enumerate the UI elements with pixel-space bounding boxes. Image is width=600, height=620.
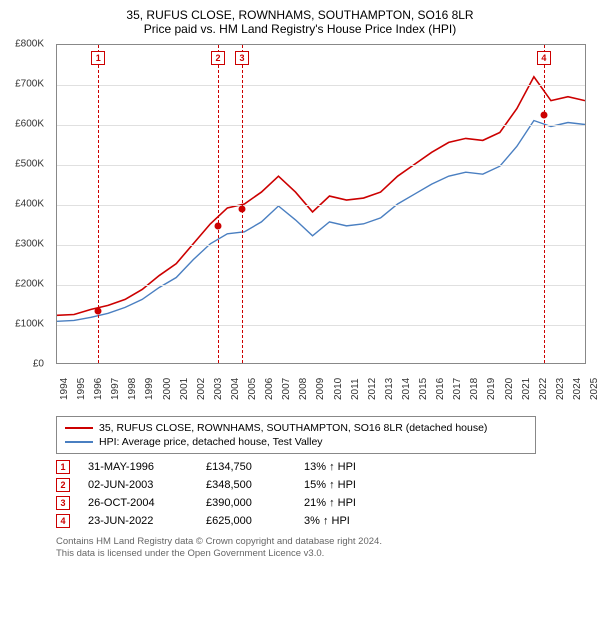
event-date: 31-MAY-1996 <box>88 461 188 473</box>
gridline-h <box>57 205 585 206</box>
event-num-box: 1 <box>56 460 70 474</box>
event-row: 1 31-MAY-1996 £134,750 13% ↑ HPI <box>56 458 592 476</box>
event-price: £625,000 <box>206 515 286 527</box>
x-tick-label: 2007 <box>281 378 292 400</box>
x-tick-label: 1994 <box>59 378 70 400</box>
event-price: £134,750 <box>206 461 286 473</box>
y-tick-label: £400K <box>15 199 44 210</box>
gridline-h <box>57 245 585 246</box>
x-tick-label: 2003 <box>213 378 224 400</box>
x-tick-label: 2011 <box>350 378 361 400</box>
x-tick-label: 2004 <box>230 378 241 400</box>
x-tick-label: 2010 <box>333 378 344 400</box>
event-point <box>540 112 547 119</box>
plot-area: 1 23 4 <box>56 44 586 364</box>
y-tick-label: £500K <box>15 159 44 170</box>
event-row: 4 23-JUN-2022 £625,000 3% ↑ HPI <box>56 512 592 530</box>
series-line <box>57 77 585 315</box>
legend-label: HPI: Average price, detached house, Test… <box>99 436 323 448</box>
x-tick-label: 2015 <box>418 378 429 400</box>
x-tick-label: 1997 <box>110 378 121 400</box>
x-tick-label: 2025 <box>589 378 600 400</box>
footer-line2: This data is licensed under the Open Gov… <box>56 548 592 560</box>
event-pct: 21% ↑ HPI <box>304 497 414 509</box>
event-point <box>95 308 102 315</box>
gridline-h <box>57 285 585 286</box>
event-num-box: 2 <box>56 478 70 492</box>
x-tick-label: 2023 <box>555 378 566 400</box>
legend-item: 35, RUFUS CLOSE, ROWNHAMS, SOUTHAMPTON, … <box>65 421 527 435</box>
events-table: 1 31-MAY-1996 £134,750 13% ↑ HPI 2 02-JUN-200… <box>56 458 592 530</box>
title-line2: Price paid vs. HM Land Registry's House … <box>8 22 592 36</box>
x-tick-label: 2024 <box>572 378 583 400</box>
x-tick-label: 2022 <box>538 378 549 400</box>
event-num-box: 3 <box>56 496 70 510</box>
event-pct: 15% ↑ HPI <box>304 479 414 491</box>
x-tick-label: 2012 <box>367 378 378 400</box>
x-tick-label: 2017 <box>452 378 463 400</box>
y-tick-label: £600K <box>15 119 44 130</box>
event-point <box>215 222 222 229</box>
x-tick-label: 2005 <box>247 378 258 400</box>
x-tick-label: 2008 <box>298 378 309 400</box>
legend-swatch <box>65 427 93 429</box>
event-date: 02-JUN-2003 <box>88 479 188 491</box>
x-tick-label: 2018 <box>469 378 480 400</box>
event-marker-box: 2 <box>211 51 225 65</box>
event-point <box>238 206 245 213</box>
event-marker-box: 4 <box>537 51 551 65</box>
event-pct: 13% ↑ HPI <box>304 461 414 473</box>
event-price: £390,000 <box>206 497 286 509</box>
event-price: £348,500 <box>206 479 286 491</box>
y-tick-label: £200K <box>15 279 44 290</box>
event-date: 26-OCT-2004 <box>88 497 188 509</box>
event-marker-box: 1 <box>91 51 105 65</box>
event-vline <box>544 45 545 363</box>
x-tick-label: 1999 <box>144 378 155 400</box>
title-line1: 35, RUFUS CLOSE, ROWNHAMS, SOUTHAMPTON, … <box>8 8 592 22</box>
legend-label: 35, RUFUS CLOSE, ROWNHAMS, SOUTHAMPTON, … <box>99 422 487 434</box>
x-tick-label: 2019 <box>486 378 497 400</box>
gridline-h <box>57 325 585 326</box>
x-tick-label: 1998 <box>127 378 138 400</box>
legend: 35, RUFUS CLOSE, ROWNHAMS, SOUTHAMPTON, … <box>56 416 536 454</box>
series-line <box>57 121 585 322</box>
chart-container: 1 23 4 £0 £100K £200K £300K £400K £500K £600K £70… <box>8 40 592 410</box>
legend-swatch <box>65 441 93 443</box>
x-tick-label: 2021 <box>521 378 532 400</box>
gridline-h <box>57 85 585 86</box>
x-tick-label: 2013 <box>384 378 395 400</box>
event-vline <box>98 45 99 363</box>
event-vline <box>218 45 219 363</box>
chart-lines <box>57 45 585 363</box>
x-tick-label: 2006 <box>264 378 275 400</box>
y-tick-label: £700K <box>15 79 44 90</box>
footer-line1: Contains HM Land Registry data © Crown c… <box>56 536 592 548</box>
gridline-h <box>57 165 585 166</box>
y-tick-label: £0 <box>33 359 44 370</box>
event-pct: 3% ↑ HPI <box>304 515 414 527</box>
x-tick-label: 2020 <box>504 378 515 400</box>
y-tick-label: £100K <box>15 319 44 330</box>
x-tick-label: 1996 <box>93 378 104 400</box>
x-tick-label: 2000 <box>162 378 173 400</box>
gridline-h <box>57 125 585 126</box>
x-tick-label: 2014 <box>401 378 412 400</box>
footer-notice: Contains HM Land Registry data © Crown c… <box>56 536 592 561</box>
y-tick-label: £300K <box>15 239 44 250</box>
y-tick-label: £800K <box>15 39 44 50</box>
event-num-box: 4 <box>56 514 70 528</box>
event-row: 3 26-OCT-2004 £390,000 21% ↑ HPI <box>56 494 592 512</box>
event-vline <box>242 45 243 363</box>
x-tick-label: 2009 <box>315 378 326 400</box>
x-tick-label: 2001 <box>179 378 190 400</box>
chart-title: 35, RUFUS CLOSE, ROWNHAMS, SOUTHAMPTON, … <box>8 8 592 36</box>
event-row: 2 02-JUN-2003 £348,500 15% ↑ HPI <box>56 476 592 494</box>
event-date: 23-JUN-2022 <box>88 515 188 527</box>
event-marker-box: 3 <box>235 51 249 65</box>
legend-item: HPI: Average price, detached house, Test… <box>65 435 527 449</box>
x-tick-label: 2002 <box>196 378 207 400</box>
x-tick-label: 1995 <box>76 378 87 400</box>
x-tick-label: 2016 <box>435 378 446 400</box>
